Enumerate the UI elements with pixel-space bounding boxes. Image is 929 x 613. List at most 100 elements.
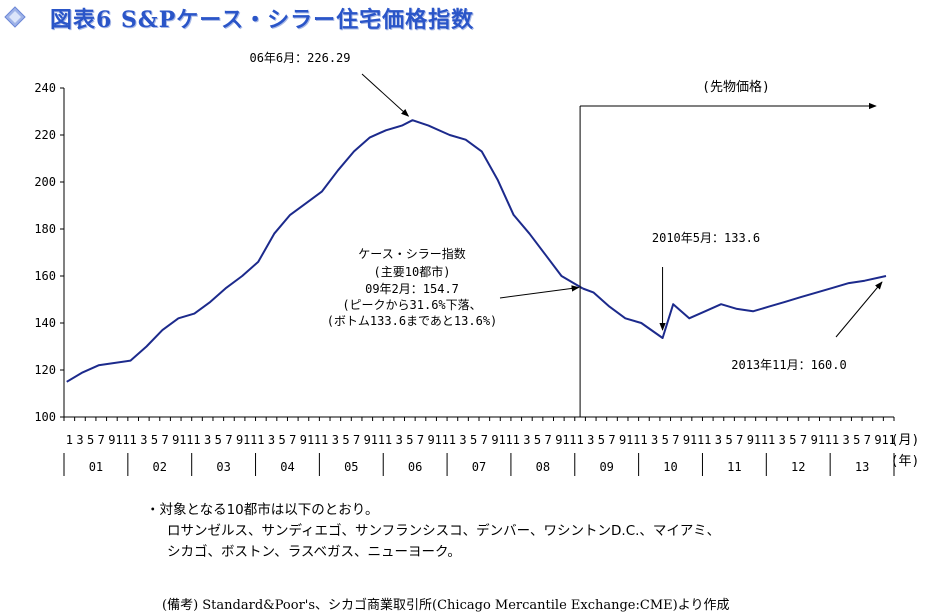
month-tick-label: 7 <box>864 433 871 447</box>
annotation-feb09-line: ケース・シラー指数 <box>358 246 465 261</box>
diamond-icon <box>4 6 26 28</box>
month-tick-label: 9 <box>874 433 881 447</box>
chart-title: 図表6 S&Pケース・シラー住宅価格指数 <box>50 7 475 33</box>
month-tick-label: 7 <box>736 433 743 447</box>
month-tick-label: 11 <box>179 433 193 447</box>
annotation-peak-arrow <box>361 73 410 117</box>
x-unit-year: (年) <box>891 454 920 469</box>
month-tick-label: 11 <box>371 433 385 447</box>
month-tick-label: 5 <box>151 433 158 447</box>
month-tick-label: 1 <box>257 433 264 447</box>
month-tick-label: 1 <box>385 433 392 447</box>
year-label: 07 <box>472 460 486 474</box>
month-tick-label: 1 <box>66 433 73 447</box>
y-tick-label: 220 <box>34 128 56 142</box>
month-tick-label: 7 <box>161 433 168 447</box>
year-label: 13 <box>855 460 869 474</box>
futures-region-label: (先物価格) <box>702 79 770 95</box>
month-tick-label: 1 <box>513 433 520 447</box>
month-tick-label: 1 <box>768 433 775 447</box>
month-tick-label: 11 <box>818 433 832 447</box>
y-tick-label: 180 <box>34 222 56 236</box>
month-tick-label: 3 <box>268 433 275 447</box>
month-tick-label: 3 <box>140 433 147 447</box>
month-tick-label: 9 <box>555 433 562 447</box>
annotation-may10-label: 2010年5月：133.6 <box>652 231 760 245</box>
month-tick-label: 9 <box>427 433 434 447</box>
month-tick-label: 11 <box>562 433 576 447</box>
month-tick-label: 11 <box>626 433 640 447</box>
annotations: (先物価格) 06年6月：226.29 ケース・シラー指数 (主要10都市) 09年2月… <box>249 51 883 417</box>
month-tick-label: 11 <box>754 433 768 447</box>
year-label: 12 <box>791 460 805 474</box>
month-tick-label: 9 <box>491 433 498 447</box>
annotation-peak-label: 06年6月：226.29 <box>249 51 350 65</box>
annotation-feb09-line: (ボトム133.6まであと13.6%) <box>327 314 498 328</box>
month-tick-label: 7 <box>608 433 615 447</box>
month-tick-label: 5 <box>789 433 796 447</box>
annotation-feb09-line: (ピークから31.6%下落、 <box>342 298 481 312</box>
month-tick-label: 5 <box>342 433 349 447</box>
y-tick-label: 160 <box>34 269 56 283</box>
month-tick-label: 7 <box>417 433 424 447</box>
annotation-nov13-label: 2013年11月：160.0 <box>731 358 846 372</box>
month-tick-label: 3 <box>523 433 530 447</box>
month-tick-label: 7 <box>672 433 679 447</box>
year-label: 05 <box>344 460 358 474</box>
year-label: 11 <box>727 460 741 474</box>
y-tick-label: 240 <box>34 81 56 95</box>
month-tick-label: 9 <box>172 433 179 447</box>
month-tick-label: 7 <box>800 433 807 447</box>
month-tick-label: 9 <box>683 433 690 447</box>
month-tick-label: 7 <box>98 433 105 447</box>
source-note: (備考) Standard&Poor's、シカゴ商業取引所(Chicago Me… <box>162 598 730 613</box>
month-tick-label: 7 <box>481 433 488 447</box>
month-tick-label: 3 <box>204 433 211 447</box>
month-tick-label: 1 <box>640 433 647 447</box>
month-tick-label: 5 <box>853 433 860 447</box>
month-tick-label: 5 <box>279 433 286 447</box>
month-tick-label: 5 <box>598 433 605 447</box>
annotation-nov13-arrow <box>835 281 883 338</box>
month-tick-label: 3 <box>332 433 339 447</box>
y-tick-label: 140 <box>34 316 56 330</box>
month-tick-label: 5 <box>215 433 222 447</box>
month-tick-label: 3 <box>587 433 594 447</box>
month-tick-label: 7 <box>289 433 296 447</box>
month-tick-label: 11 <box>435 433 449 447</box>
year-label: 04 <box>280 460 294 474</box>
year-label: 10 <box>663 460 677 474</box>
month-tick-label: 1 <box>832 433 839 447</box>
month-tick-label: 9 <box>811 433 818 447</box>
month-tick-label: 5 <box>87 433 94 447</box>
month-tick-label: 11 <box>307 433 321 447</box>
annotation-feb09-arrow <box>499 285 580 299</box>
note-line-2: ロサンゼルス、サンディエゴ、サンフランシスコ、デンバー、ワシントンD.C.、マイ… <box>167 523 721 539</box>
month-tick-label: 3 <box>651 433 658 447</box>
month-tick-label: 9 <box>236 433 243 447</box>
y-tick-label: 200 <box>34 175 56 189</box>
month-tick-label: 9 <box>747 433 754 447</box>
month-tick-label: 1 <box>321 433 328 447</box>
month-tick-label: 11 <box>882 433 896 447</box>
month-tick-label: 5 <box>470 433 477 447</box>
annotation-feb09-line: 09年2月：154.7 <box>365 282 459 296</box>
month-tick-label: 3 <box>459 433 466 447</box>
month-tick-label: 11 <box>243 433 257 447</box>
month-tick-label: 11 <box>499 433 513 447</box>
month-tick-label: 9 <box>364 433 371 447</box>
month-tick-label: 3 <box>396 433 403 447</box>
month-tick-label: 5 <box>406 433 413 447</box>
month-tick-label: 7 <box>353 433 360 447</box>
month-tick-label: 9 <box>300 433 307 447</box>
year-label: 08 <box>536 460 550 474</box>
month-tick-label: 7 <box>225 433 232 447</box>
note-line-1: ・対象となる10都市は以下のとおり。 <box>146 502 379 518</box>
annotation-feb09-line: (主要10都市) <box>374 264 451 279</box>
month-tick-label: 1 <box>576 433 583 447</box>
year-label: 01 <box>89 460 103 474</box>
month-tick-label: 5 <box>662 433 669 447</box>
series-line-actual <box>66 119 584 383</box>
